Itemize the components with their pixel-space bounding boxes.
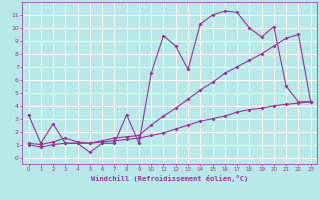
X-axis label: Windchill (Refroidissement éolien,°C): Windchill (Refroidissement éolien,°C) xyxy=(91,175,248,182)
